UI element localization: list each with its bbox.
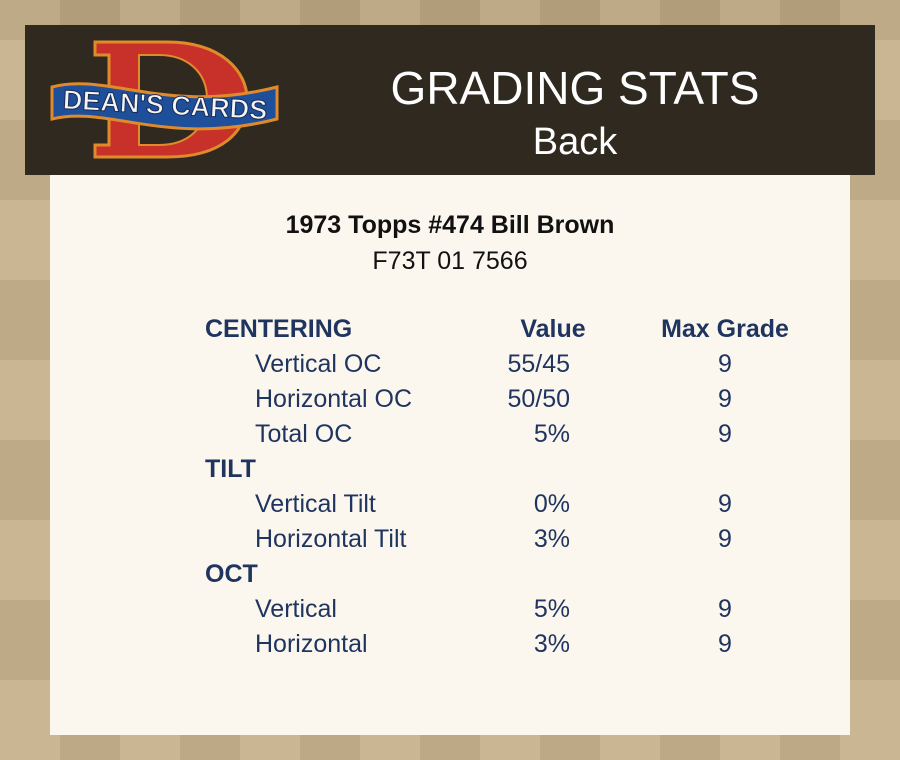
stat-row: Vertical Tilt 0% 9 xyxy=(50,490,850,525)
stat-row: Total OC 5% 9 xyxy=(50,420,850,455)
label: OCT xyxy=(205,560,258,588)
max-grade: 9 xyxy=(718,525,732,553)
label: Vertical xyxy=(255,595,337,623)
section-header: TILT xyxy=(50,455,850,490)
value: 0% xyxy=(533,490,570,518)
card-title: 1973 Topps #474 Bill Brown xyxy=(285,211,615,239)
max-grade: 9 xyxy=(718,595,732,623)
max-grade: 9 xyxy=(718,420,732,448)
value: 50/50 xyxy=(507,385,570,413)
stat-row: Horizontal 3% 9 xyxy=(50,630,850,665)
label: Vertical OC xyxy=(255,350,382,378)
value: Value xyxy=(520,315,586,343)
max-grade: 9 xyxy=(718,350,732,378)
max-grade: 9 xyxy=(718,490,732,518)
stat-row: Vertical 5% 9 xyxy=(50,595,850,630)
label: Total OC xyxy=(255,420,353,448)
label: Horizontal OC xyxy=(255,385,412,413)
label: Horizontal xyxy=(255,630,368,658)
stat-row: Vertical OC 55/45 9 xyxy=(50,350,850,385)
value: 55/45 xyxy=(507,350,570,378)
value: 3% xyxy=(533,525,570,553)
label: Horizontal Tilt xyxy=(255,525,407,553)
stats-panel: 1973 Topps #474 Bill Brown F73T 01 7566 … xyxy=(50,175,850,735)
stat-row: Horizontal OC 50/50 9 xyxy=(50,385,850,420)
label: CENTERING xyxy=(205,315,353,343)
page-title: GRADING STATS xyxy=(390,62,760,114)
max-grade: 9 xyxy=(718,385,732,413)
value: 5% xyxy=(533,595,570,623)
card-id: F73T 01 7566 xyxy=(372,247,528,275)
section-header: CENTERING Value Max Grade xyxy=(50,315,850,350)
header: DEAN'S CARDS GRADING STATS Back xyxy=(25,25,875,175)
section-header: OCT xyxy=(50,560,850,595)
value: 3% xyxy=(533,630,570,658)
max-grade: 9 xyxy=(718,630,732,658)
stat-row: Horizontal Tilt 3% 9 xyxy=(50,525,850,560)
max-grade: Max Grade xyxy=(661,315,789,343)
deans-cards-logo: DEAN'S CARDS xyxy=(50,40,279,159)
page-subtitle: Back xyxy=(532,121,618,163)
value: 5% xyxy=(533,420,570,448)
label: TILT xyxy=(205,455,256,483)
label: Vertical Tilt xyxy=(255,490,376,518)
